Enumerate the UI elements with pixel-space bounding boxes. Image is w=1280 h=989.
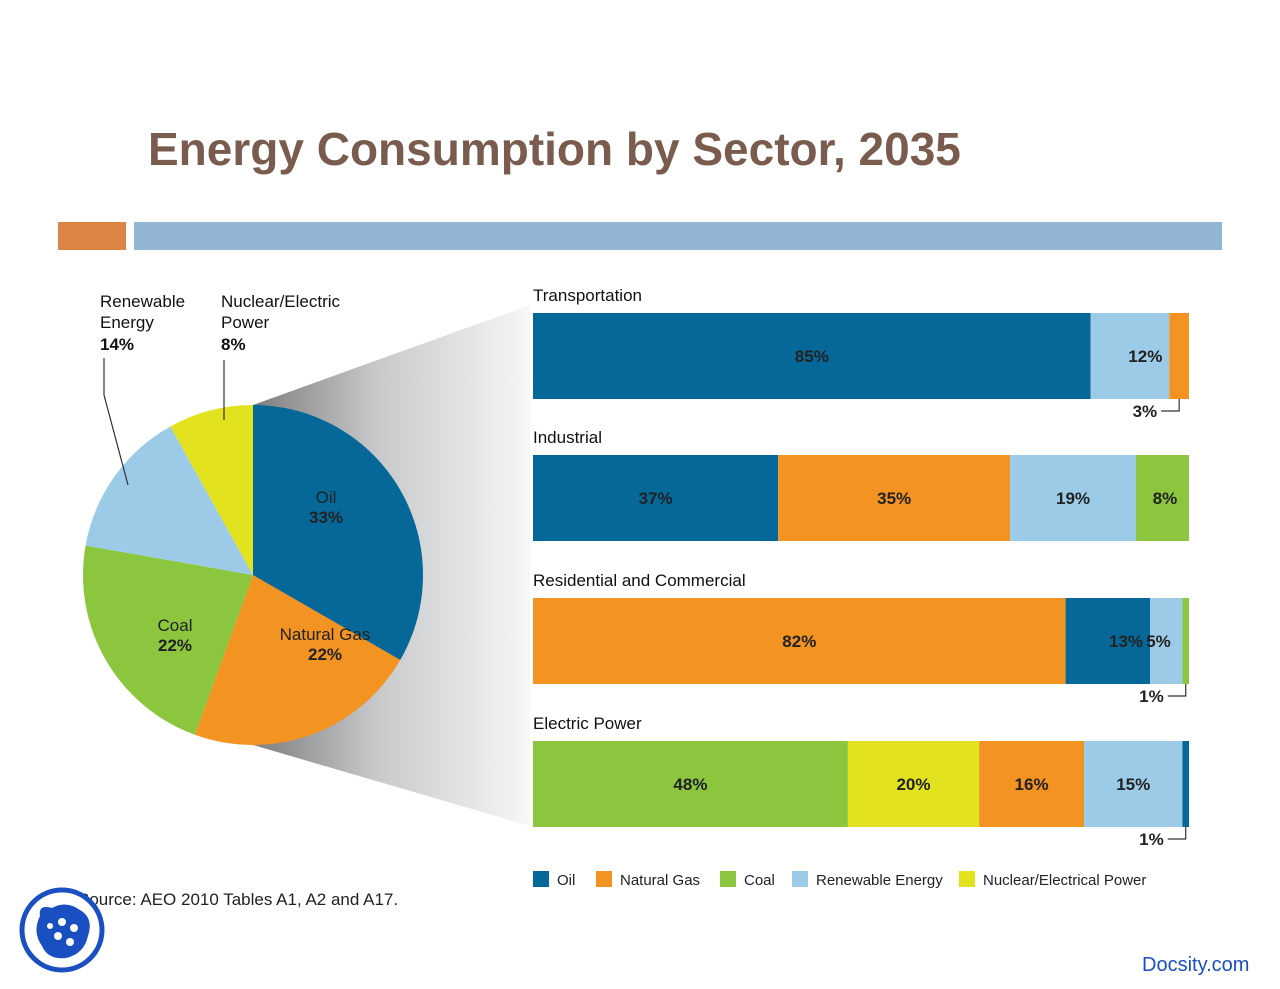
pie-value-oil: 33% [309, 508, 343, 527]
bar-label-3-1: 20% [896, 775, 930, 794]
legend-label-renewable: Renewable Energy [816, 872, 943, 889]
pie-slice-natural_gas [194, 575, 401, 746]
callout-line-2 [1167, 684, 1187, 697]
pie-slice-coal [83, 545, 254, 735]
bar-label-0-0: 85% [795, 347, 829, 366]
pie-label-natural_gas: Natural Gas [280, 625, 371, 644]
callout-line-3 [1167, 827, 1187, 840]
bar-label-1-1: 35% [877, 489, 911, 508]
pie-label-nuclear: Nuclear/Electric Power [221, 292, 341, 332]
pie-label-renewable: Renewable Energy [100, 292, 185, 332]
bar-label-1-2: 19% [1056, 489, 1090, 508]
bar-segment-2-1 [1065, 598, 1151, 684]
bar-label-3-3: 15% [1116, 775, 1150, 794]
bar-segment-3-4 [1182, 741, 1189, 827]
accent-bar-orange [58, 222, 126, 250]
bar-label-3-2: 16% [1015, 775, 1049, 794]
pie-label-oil: Oil [316, 488, 337, 507]
pie-label-coal: Coal [158, 616, 193, 635]
bar-segment-3-3 [1084, 741, 1183, 827]
pie-value-coal: 22% [158, 636, 192, 655]
bar-segment-1-0 [533, 455, 779, 541]
bar-callout-0: 3% [1133, 402, 1158, 421]
legend-swatch-nuclear [959, 871, 975, 887]
legend-label-natural_gas: Natural Gas [620, 872, 700, 889]
accent-bar-blue [134, 222, 1222, 250]
bar-label-2-2: 5% [1146, 632, 1171, 651]
callout-line-renewable [103, 358, 129, 486]
legend-label-nuclear: Nuclear/Electrical Power [983, 872, 1146, 889]
bar-segment-3-1 [847, 741, 980, 827]
source-note: Source: AEO 2010 Tables A1, A2 and A17. [78, 890, 399, 909]
pie-slice-oil [253, 405, 423, 660]
bar-segment-3-0 [533, 741, 848, 827]
bar-segment-0-2 [1169, 313, 1189, 399]
callout-line-0 [1161, 399, 1180, 412]
bar-segment-0-1 [1090, 313, 1170, 399]
legend-swatch-renewable [792, 871, 808, 887]
bar-callout-3: 1% [1139, 830, 1164, 849]
bar-callout-2: 1% [1139, 687, 1164, 706]
docsity-logo-icon [19, 887, 105, 973]
bar-label-2-0: 82% [782, 632, 816, 651]
bar-segment-1-2 [1010, 455, 1136, 541]
pie-value-renewable: 14% [100, 335, 134, 354]
bar-segment-1-3 [1135, 455, 1189, 541]
bar-segment-2-3 [1182, 598, 1189, 684]
pie-value-natural_gas: 22% [308, 645, 342, 664]
page-title: Energy Consumption by Sector, 2035 [148, 123, 961, 175]
bar-segment-0-0 [533, 313, 1091, 399]
bar-segment-1-1 [778, 455, 1011, 541]
sector-title-2: Residential and Commercial [533, 571, 746, 590]
sector-title-0: Transportation [533, 286, 642, 305]
bar-label-0-1: 12% [1128, 347, 1162, 366]
bar-segment-2-0 [533, 598, 1066, 684]
bar-label-1-0: 37% [639, 489, 673, 508]
sector-title-1: Industrial [533, 428, 602, 447]
bar-label-3-0: 48% [673, 775, 707, 794]
bar-segment-2-2 [1150, 598, 1183, 684]
pie-value-nuclear: 8% [221, 335, 246, 354]
docsity-link[interactable]: Docsity.com [1142, 954, 1250, 976]
legend-label-oil: Oil [557, 872, 575, 889]
pie-slice-renewable [85, 426, 254, 575]
legend-swatch-oil [533, 871, 549, 887]
sector-title-3: Electric Power [533, 714, 642, 733]
legend-label-coal: Coal [744, 872, 775, 889]
legend-swatch-natural_gas [596, 871, 612, 887]
pie-slice-nuclear [170, 405, 253, 575]
bar-label-1-3: 8% [1153, 489, 1178, 508]
legend-swatch-coal [720, 871, 736, 887]
bar-label-2-1: 13% [1109, 632, 1143, 651]
bar-segment-3-2 [979, 741, 1085, 827]
